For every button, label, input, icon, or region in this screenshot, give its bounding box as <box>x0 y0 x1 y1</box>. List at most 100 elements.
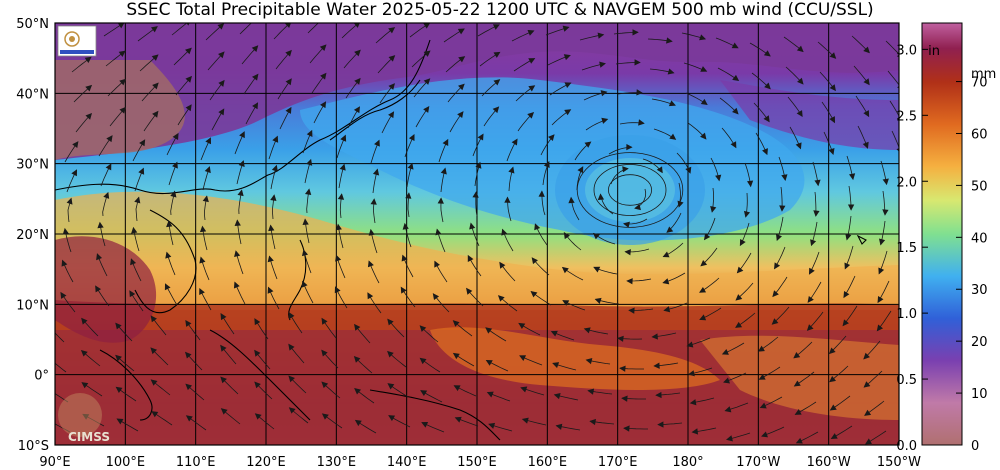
streamline-arrowhead <box>80 349 88 357</box>
streamline-arrowhead <box>152 82 159 90</box>
streamline-arrowhead <box>238 160 245 167</box>
streamline-arrowhead <box>632 29 639 36</box>
streamline-arrowhead <box>105 163 112 171</box>
streamline-arrowhead <box>234 250 241 258</box>
streamline-arrowhead <box>600 90 608 97</box>
streamline-arrowhead <box>442 138 449 146</box>
streamline-arrowhead <box>488 422 496 429</box>
streamline-arrowhead <box>814 179 821 187</box>
streamline-arrowhead <box>849 173 856 181</box>
streamline-arrowhead <box>796 110 803 118</box>
streamline-arrowhead <box>619 365 626 372</box>
streamline-arrowhead <box>863 78 870 86</box>
colorbar-inch-unit: in <box>928 44 940 59</box>
streamline-arrowhead <box>699 314 707 321</box>
streamline-arrowhead <box>129 290 136 298</box>
streamline-arrowhead <box>543 160 550 169</box>
streamline-arrowhead <box>668 100 676 107</box>
streamline-arrowhead <box>220 408 228 415</box>
streamline-arrowhead <box>700 98 708 106</box>
streamline-arrowhead <box>527 29 535 36</box>
streamline-arrowhead <box>254 349 261 357</box>
streamline-arrowhead <box>301 280 308 288</box>
streamline-arrowhead <box>485 327 493 334</box>
streamline-arrowhead <box>302 218 309 225</box>
streamline-arrowhead <box>699 286 707 293</box>
streamline-arrowhead <box>759 402 767 409</box>
streamline-arrowhead <box>118 50 126 57</box>
mm-tick-label: 60 <box>971 127 988 142</box>
streamline-arrowhead <box>699 34 707 41</box>
streamline-arrowhead <box>234 219 241 226</box>
streamline-arrowhead <box>267 255 274 263</box>
streamline-arrowhead <box>388 27 396 34</box>
streamline-arrowhead <box>164 283 171 291</box>
streamline-arrowhead <box>666 226 674 233</box>
streamline-arrowhead <box>335 254 342 262</box>
streamline-arrowhead <box>47 357 52 362</box>
streamline-arrowhead <box>202 195 209 203</box>
streamline-arrowhead <box>552 362 560 369</box>
streamline-arrowhead <box>731 42 739 49</box>
streamline-arrowhead <box>353 106 360 114</box>
streamline <box>885 40 899 55</box>
streamline-arrowhead <box>134 196 141 204</box>
streamline-arrowhead <box>304 188 312 195</box>
streamline-arrowhead <box>320 17 325 22</box>
streamline-arrowhead <box>285 106 292 114</box>
streamline-arrowhead <box>634 203 641 211</box>
streamline-arrowhead <box>663 306 671 313</box>
streamline-arrowhead <box>758 374 766 380</box>
mm-tick-label: 20 <box>971 335 988 350</box>
streamline-arrowhead <box>48 389 54 394</box>
lon-label: 140°E <box>387 455 427 470</box>
streamline-arrowhead <box>623 425 630 432</box>
streamline-arrowhead <box>81 317 88 325</box>
streamline-arrowhead <box>585 358 593 365</box>
streamline-arrowhead <box>252 102 259 110</box>
streamline-arrowhead <box>402 222 409 230</box>
streamline-arrowhead <box>597 32 605 39</box>
streamline-arrowhead <box>669 133 677 140</box>
streamline-arrowhead <box>150 26 158 33</box>
streamline-arrowhead <box>877 296 884 304</box>
lon-label: 170°W <box>736 455 780 470</box>
streamline-arrowhead <box>764 82 771 90</box>
streamline-arrowhead <box>458 56 466 63</box>
streamline-arrowhead <box>435 228 442 236</box>
streamline-arrowhead <box>72 141 79 149</box>
streamline-arrowhead <box>636 89 643 96</box>
mm-tick-label: 0 <box>971 439 979 454</box>
streamline-arrowhead <box>878 267 885 275</box>
mm-tick-label: 10 <box>971 387 988 402</box>
streamline-arrowhead <box>703 233 711 241</box>
streamline-arrowhead <box>254 381 261 389</box>
streamline-arrowhead <box>119 78 126 86</box>
streamline-arrowhead <box>320 101 327 109</box>
streamline-arrowhead <box>845 233 852 241</box>
streamline-arrowhead <box>239 131 245 139</box>
cyclone-streamline <box>576 152 684 228</box>
streamline-arrowhead <box>828 347 836 355</box>
streamline-arrowhead <box>497 295 505 302</box>
streamline-arrowhead <box>184 351 192 359</box>
streamline-arrowhead <box>864 409 872 416</box>
streamline <box>55 362 67 373</box>
streamline-arrowhead <box>321 381 329 389</box>
streamline-arrowhead <box>530 290 538 298</box>
streamline-arrowhead <box>763 115 770 123</box>
streamline-arrowhead <box>594 297 602 304</box>
streamline-arrowhead <box>829 375 837 383</box>
streamline-arrowhead <box>657 421 664 428</box>
cimss-logo-text: CIMSS <box>68 430 110 444</box>
streamline-arrowhead <box>862 141 869 149</box>
map-frame <box>54 22 900 446</box>
streamline-arrowhead <box>726 435 733 442</box>
streamline-arrowhead <box>829 84 836 92</box>
streamline-arrowhead <box>771 318 779 325</box>
colorbar: in 3.0 2.5 2.0 1.5 1.0 0.5 0.0 70 60 50 40 30 20 10 0… <box>896 22 996 454</box>
lat-label: 10°S <box>18 439 49 454</box>
streamline-arrowhead <box>408 133 415 142</box>
streamline-arrowhead <box>218 108 225 116</box>
streamline-arrowhead <box>735 294 743 301</box>
